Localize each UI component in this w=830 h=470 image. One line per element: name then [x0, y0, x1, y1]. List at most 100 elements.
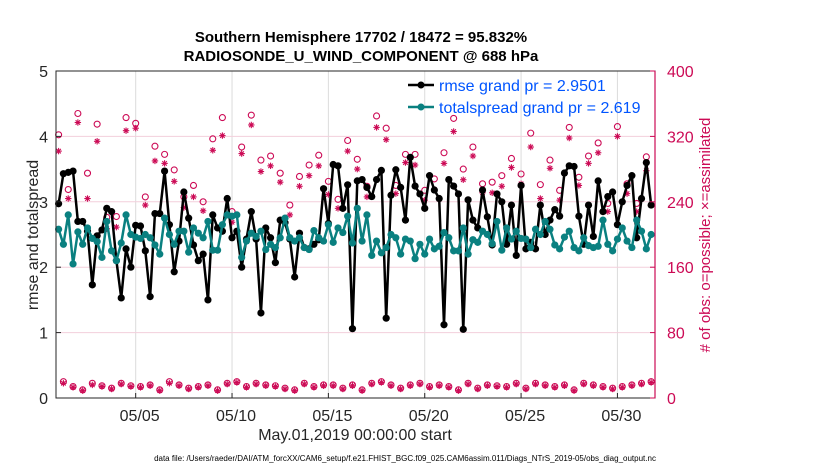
obs-assimilated-point [594, 149, 602, 156]
x-tick-label: 05/10 [216, 408, 256, 425]
obs-assimilated-point [498, 183, 506, 190]
spread-data-point [454, 247, 463, 255]
obs-assimilated-point [513, 380, 520, 388]
obs-assimilated-point [185, 385, 192, 393]
obs-assimilated-point [190, 193, 197, 201]
obs-assimilated-point [407, 382, 414, 389]
rmse-data-point [334, 162, 342, 170]
obs-assimilated-point [142, 201, 149, 209]
rmse-data-point [440, 321, 448, 329]
obs-assimilated-point [609, 385, 616, 393]
obs-assimilated-point [238, 150, 245, 157]
rmse-data-point [421, 204, 429, 212]
obs-possible-point [170, 166, 178, 174]
spread-data-point [377, 249, 385, 257]
spread-data-point [416, 240, 424, 248]
obs-assimilated-point [60, 380, 67, 387]
obs-assimilated-point [426, 384, 433, 391]
obs-possible-point [151, 142, 159, 150]
rmse-data-point [358, 175, 366, 184]
obs-assimilated-point [402, 159, 409, 166]
obs-assimilated-point [561, 382, 568, 389]
data-file-footer: data file: /Users/raeder/DAI/ATM_forcXX/… [154, 454, 656, 463]
spread-data-point [623, 237, 631, 245]
spread-data-point [344, 212, 352, 220]
obs-assimilated-point [171, 178, 178, 185]
x-tick-label: 05/25 [505, 408, 545, 425]
spread-data-point [493, 217, 501, 226]
rmse-data-point [170, 268, 178, 276]
obs-assimilated-point [488, 189, 496, 197]
obs-assimilated-point [503, 384, 510, 391]
obs-possible-point [565, 123, 573, 131]
spread-data-point [575, 247, 583, 255]
x-tick-label: 05/05 [120, 408, 160, 425]
spread-data-point [599, 216, 607, 224]
spread-data-point [74, 228, 82, 236]
rmse-data-point [107, 208, 116, 216]
rmse-data-point [156, 209, 164, 218]
obs-assimilated-point [248, 121, 255, 129]
spread-data-point [647, 230, 655, 239]
obs-assimilated-point [585, 160, 592, 167]
spread-data-point [79, 240, 87, 248]
obs-possible-point [546, 156, 554, 164]
y-tick-label: 0 [39, 391, 48, 408]
rmse-data-point [425, 172, 434, 180]
spread-data-point [252, 232, 260, 241]
obs-possible-point [488, 178, 496, 186]
obs-assimilated-point [65, 195, 72, 202]
spread-data-point [199, 234, 207, 242]
rmse-data-point [199, 250, 207, 258]
obs-assimilated-point [151, 157, 159, 165]
obs-assimilated-point [84, 195, 91, 202]
obs-assimilated-point [604, 208, 611, 215]
obs-assimilated-point [368, 380, 375, 388]
spread-data-point [498, 246, 506, 254]
obs-assimilated-point [378, 379, 385, 386]
spread-data-point [310, 226, 318, 235]
obs-possible-point [536, 181, 544, 189]
obs-assimilated-point [445, 384, 453, 391]
rmse-data-point [637, 194, 646, 203]
spread-data-point [474, 238, 482, 246]
legend-spread-marker-icon [417, 103, 425, 111]
spread-data-point [117, 239, 125, 247]
obs-possible-point [315, 151, 323, 159]
spread-data-point [503, 224, 511, 232]
obs-possible-point [305, 161, 313, 169]
rmse-data-point [98, 226, 106, 234]
obs-assimilated-point [440, 160, 448, 167]
spread-data-point [329, 238, 337, 246]
rmse-data-point [146, 293, 154, 301]
obs-assimilated-point [546, 165, 554, 172]
rmse-data-point [575, 212, 583, 220]
legend: rmse grand pr = 2.9501 totalspread grand… [408, 78, 641, 117]
rmse-data-point [247, 208, 255, 216]
rmse-data-point [623, 181, 631, 190]
rmse-data-point [291, 273, 299, 281]
y-tick-label: 4 [39, 129, 48, 146]
rmse-data-point [180, 188, 188, 196]
obs-assimilated-point [566, 134, 573, 142]
rmse-data-point [406, 153, 414, 161]
obs-assimilated-point [614, 133, 621, 140]
rmse-data-point [609, 188, 617, 196]
obs-assimilated-point [224, 380, 231, 388]
legend-rmse-label: rmse grand pr = 2.9501 [439, 78, 606, 95]
y-tick-label: 2 [39, 260, 48, 277]
obs-assimilated-point [108, 385, 115, 393]
obs-possible-point [199, 198, 207, 206]
obs-assimilated-point [195, 384, 202, 391]
rmse-data-point [238, 263, 246, 271]
spread-data-point [339, 228, 347, 237]
obs-count-markers [55, 109, 655, 394]
obs-assimilated-point [329, 382, 337, 389]
obs-possible-point [507, 154, 515, 163]
obs-possible-point [93, 120, 101, 128]
obs-assimilated-point [647, 379, 655, 386]
spread-data-point [459, 224, 467, 232]
obs-possible-point [64, 185, 72, 194]
spread-data-point [180, 227, 188, 235]
rmse-data-point [266, 234, 275, 242]
